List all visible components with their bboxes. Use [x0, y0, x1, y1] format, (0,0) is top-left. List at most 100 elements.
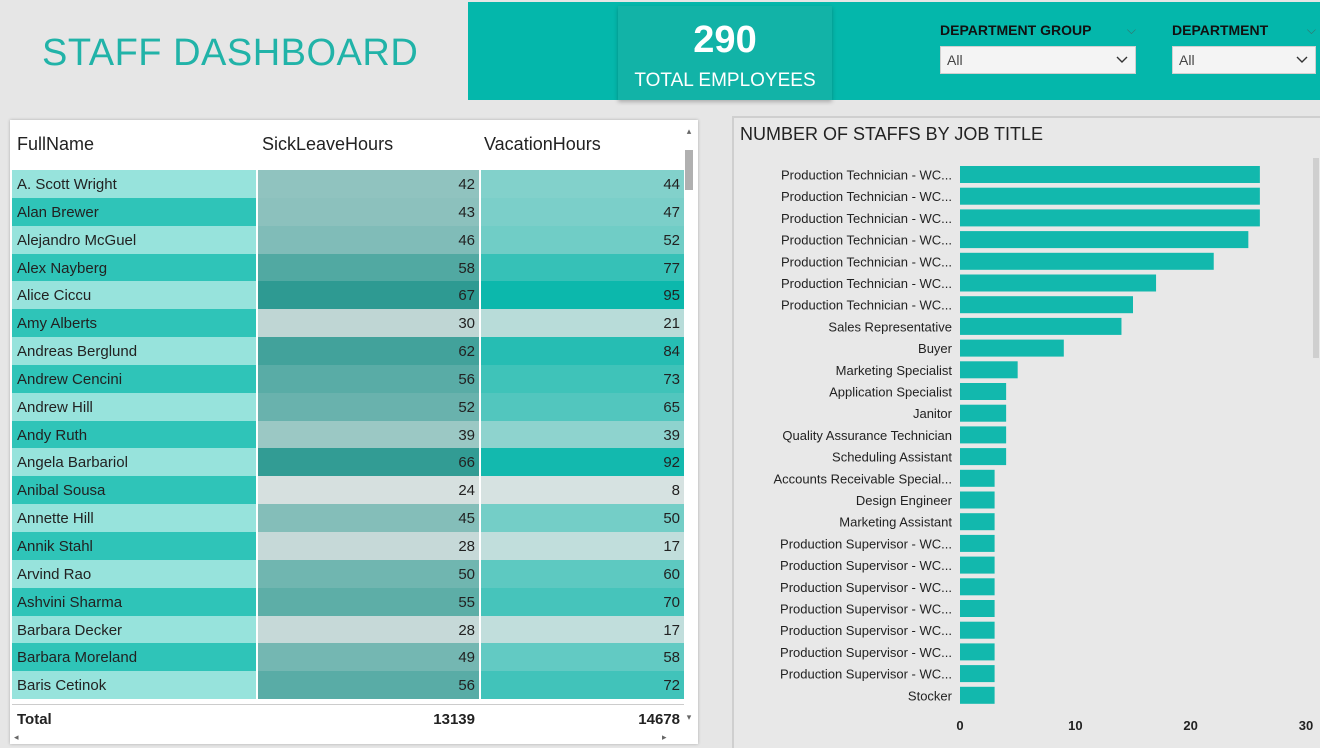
scroll-left-icon[interactable]: ◂: [14, 732, 19, 742]
table-row[interactable]: Alejandro McGuel 46 52: [12, 225, 684, 254]
table-row[interactable]: Alan Brewer 43 47: [12, 197, 684, 226]
bar[interactable]: [960, 296, 1133, 314]
category-label: Production Supervisor - WC...: [780, 558, 952, 573]
job-title-chart: NUMBER OF STAFFS BY JOB TITLE Production…: [732, 116, 1320, 748]
chevron-down-icon: [1116, 56, 1128, 63]
cell-sickleavehours: 52: [258, 392, 479, 421]
cell-fullname: Anibal Sousa: [12, 476, 256, 505]
category-label: Quality Assurance Technician: [782, 428, 952, 443]
cell-fullname: Alice Ciccu: [12, 281, 256, 310]
table-header: FullName SickLeaveHours VacationHours: [12, 124, 684, 168]
category-label: Production Supervisor - WC...: [780, 645, 952, 660]
cell-fullname: Ashvini Sharma: [12, 587, 256, 616]
cell-sickleavehours: 30: [258, 309, 479, 338]
bar[interactable]: [960, 187, 1260, 205]
cell-vacationhours: 70: [481, 587, 684, 616]
chart-scroll-thumb[interactable]: [1313, 158, 1319, 358]
cell-fullname: Barbara Decker: [12, 615, 256, 644]
bar[interactable]: [960, 317, 1122, 335]
total-label: Total: [17, 711, 52, 728]
table-row[interactable]: Amy Alberts 30 21: [12, 309, 684, 338]
table-row[interactable]: Arvind Rao 50 60: [12, 559, 684, 588]
bar[interactable]: [960, 252, 1214, 270]
bar[interactable]: [960, 274, 1157, 292]
total-employees-label: TOTAL EMPLOYEES: [634, 70, 816, 91]
category-label: Production Technician - WC...: [781, 189, 952, 204]
table-row[interactable]: Annette Hill 45 50: [12, 504, 684, 532]
department-group-dropdown[interactable]: All: [940, 46, 1136, 74]
table-row[interactable]: Alice Ciccu 67 95: [12, 281, 684, 310]
bar[interactable]: [960, 686, 995, 704]
cell-vacationhours: 77: [481, 253, 684, 282]
bar[interactable]: [960, 448, 1007, 466]
column-header-fullname[interactable]: FullName: [17, 134, 95, 154]
bar[interactable]: [960, 600, 995, 617]
table-row[interactable]: Anibal Sousa 24 8: [12, 476, 684, 505]
bar[interactable]: [960, 556, 995, 574]
table-horizontal-scrollbar[interactable]: ◂ ▸: [12, 732, 692, 744]
category-label: Production Technician - WC...: [781, 168, 952, 183]
scroll-down-icon[interactable]: ▾: [686, 712, 692, 722]
scroll-right-icon[interactable]: ▸: [662, 732, 667, 742]
table-row[interactable]: Annik Stahl 28 17: [12, 531, 684, 560]
department-dropdown[interactable]: All: [1172, 46, 1316, 74]
bar[interactable]: [960, 534, 995, 552]
bar[interactable]: [960, 209, 1260, 227]
chart-scrollbar[interactable]: [1312, 158, 1320, 718]
bar[interactable]: [960, 166, 1260, 183]
cell-vacationhours: 60: [481, 559, 684, 588]
bar[interactable]: [960, 361, 1018, 379]
table-row[interactable]: Andy Ruth 39 39: [12, 420, 684, 449]
bar[interactable]: [960, 643, 995, 661]
chart-title: NUMBER OF STAFFS BY JOB TITLE: [740, 124, 1044, 144]
bar[interactable]: [960, 339, 1064, 357]
table-row[interactable]: Barbara Moreland 49 58: [12, 643, 684, 672]
x-tick-label: 20: [1183, 718, 1197, 733]
bar[interactable]: [960, 404, 1007, 422]
column-header-sickleavehours[interactable]: SickLeaveHours: [262, 134, 394, 154]
cell-sickleavehours: 43: [258, 197, 479, 226]
cell-sickleavehours: 56: [258, 364, 479, 393]
department-label: DEPARTMENT: [1172, 22, 1269, 38]
total-employees-card[interactable]: 290 TOTAL EMPLOYEES: [618, 6, 832, 100]
cell-sickleavehours: 39: [258, 420, 479, 449]
bar[interactable]: [960, 621, 995, 639]
table-row[interactable]: Andrew Cencini 56 73: [12, 364, 684, 393]
category-label: Janitor: [913, 406, 953, 421]
table-row[interactable]: Baris Cetinok 56 72: [12, 671, 684, 700]
bar[interactable]: [960, 513, 995, 531]
cell-sickleavehours: 42: [258, 170, 479, 198]
bar[interactable]: [960, 665, 995, 683]
scroll-up-icon[interactable]: ▴: [686, 126, 692, 136]
cell-vacationhours: 58: [481, 643, 684, 672]
table-row[interactable]: Andreas Berglund 62 84: [12, 337, 684, 365]
chevron-down-icon[interactable]: ⌵: [1126, 22, 1136, 37]
cell-sickleavehours: 67: [258, 281, 479, 310]
table-row[interactable]: Angela Barbariol 66 92: [12, 448, 684, 477]
cell-fullname: Annik Stahl: [12, 531, 256, 560]
bar[interactable]: [960, 469, 995, 487]
bar[interactable]: [960, 491, 995, 509]
scroll-thumb[interactable]: [685, 150, 693, 190]
table-row[interactable]: Ashvini Sharma 55 70: [12, 587, 684, 616]
column-header-vacationhours[interactable]: VacationHours: [484, 134, 601, 154]
table-row[interactable]: Alex Nayberg 58 77: [12, 253, 684, 282]
cell-sickleavehours: 49: [258, 643, 479, 672]
cell-vacationhours: 8: [481, 476, 684, 505]
cell-vacationhours: 65: [481, 392, 684, 421]
cell-sickleavehours: 46: [258, 225, 479, 254]
chevron-down-icon[interactable]: ⌵: [1306, 22, 1316, 37]
category-label: Design Engineer: [856, 493, 953, 508]
bar[interactable]: [960, 383, 1007, 400]
table-vertical-scrollbar[interactable]: ▴ ▾: [684, 126, 694, 726]
cell-vacationhours: 73: [481, 364, 684, 393]
bar[interactable]: [960, 578, 995, 596]
category-label: Production Technician - WC...: [781, 298, 952, 313]
table-row[interactable]: Andrew Hill 52 65: [12, 392, 684, 421]
cell-fullname: Alan Brewer: [12, 197, 256, 226]
category-label: Production Supervisor - WC...: [780, 602, 952, 617]
bar[interactable]: [960, 231, 1249, 249]
table-row[interactable]: A. Scott Wright 42 44: [12, 170, 684, 198]
table-row[interactable]: Barbara Decker 28 17: [12, 615, 684, 644]
bar[interactable]: [960, 426, 1007, 444]
